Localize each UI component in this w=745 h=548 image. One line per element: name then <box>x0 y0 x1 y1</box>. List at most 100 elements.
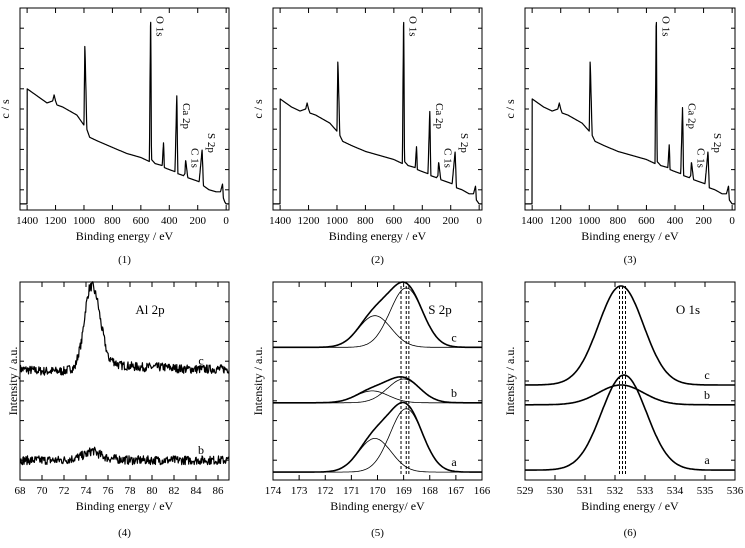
x-tick-label: 600 <box>133 215 150 227</box>
x-tick-label: 78 <box>125 485 137 497</box>
panel-caption: (4) <box>118 527 131 539</box>
y-axis-label: c / s <box>251 99 265 119</box>
x-tick-label: 170 <box>369 485 386 497</box>
x-tick-label: 529 <box>517 485 534 497</box>
y-axis-label: Intensity / a.u. <box>251 347 265 416</box>
y-axis-label: c / s <box>0 99 12 119</box>
y-axis-label: Intensity / a.u. <box>503 347 517 416</box>
series-line-a <box>525 374 735 471</box>
x-tick-label: 536 <box>727 485 744 497</box>
series-line-c <box>19 281 230 376</box>
x-tick-label: 166 <box>474 485 491 497</box>
series-line-spectrum <box>272 21 483 205</box>
x-tick-label: 800 <box>104 215 121 227</box>
chart-4: 68 70 72 74 76 78 80 82 84 86 Binding energy / eV I… <box>6 281 230 539</box>
peak-annotation: C 1s <box>442 148 454 168</box>
x-tick-label: 200 <box>695 215 712 227</box>
x-tick-label: 70 <box>37 485 49 497</box>
x-tick-label: 173 <box>291 485 308 497</box>
peak-annotation: C 1s <box>189 148 201 168</box>
x-tick-label: 167 <box>448 485 465 497</box>
x-tick-label: 168 <box>422 485 439 497</box>
series-line-c <box>525 285 735 386</box>
x-tick-label: 1400 <box>269 215 292 227</box>
plot-frame <box>19 7 230 211</box>
x-tick-label: 1200 <box>45 215 68 227</box>
x-tick-label: 800 <box>610 215 627 227</box>
series-label-c: c <box>451 330 456 344</box>
chart-1: 1400 1200 1000 800 600 400 200 0 Binding energy … <box>0 7 230 266</box>
x-tick-label: 800 <box>357 215 374 227</box>
peak-annotation: S 2p <box>711 133 723 153</box>
chart-5: 174 173 172 171 170 169 168 167 166 Binding energ… <box>251 281 491 539</box>
peak-annotation: Ca 2p <box>433 103 445 129</box>
x-tick-label: 400 <box>414 215 431 227</box>
series-label-b: b <box>451 386 457 400</box>
x-axis-label: Binding energy / eV <box>76 499 174 513</box>
x-tick-label: 0 <box>223 215 229 227</box>
series-line-b <box>273 376 482 404</box>
series-label-a: a <box>451 455 457 469</box>
peak-annotation: C 1s <box>694 148 706 168</box>
series-label-b: b <box>198 443 204 457</box>
x-axis-label: Binding energy/ eV <box>330 499 425 513</box>
peak-annotation: S 2p <box>205 133 217 153</box>
panel-caption: (2) <box>371 254 384 266</box>
x-tick-label: 0 <box>729 215 735 227</box>
series-line-spectrum <box>524 21 736 205</box>
x-tick-label: 1000 <box>578 215 601 227</box>
panel-caption: (6) <box>624 527 637 539</box>
series-line-c <box>273 281 482 349</box>
x-tick-label: 1400 <box>16 215 39 227</box>
panel-title: O 1s <box>676 302 700 317</box>
x-tick-label: 72 <box>59 485 70 497</box>
x-tick-label: 169 <box>395 485 412 497</box>
x-tick-label: 200 <box>189 215 206 227</box>
chart-3: 1400 1200 1000 800 600 400 200 0 Binding energy … <box>503 7 736 266</box>
y-axis-label: c / s <box>503 99 517 119</box>
peak-annotation: S 2p <box>458 133 470 153</box>
panel-caption: (3) <box>624 254 637 266</box>
x-tick-label: 172 <box>317 485 334 497</box>
x-tick-label: 174 <box>265 485 282 497</box>
series-label-c: c <box>198 353 203 367</box>
x-tick-label: 530 <box>547 485 564 497</box>
x-tick-label: 200 <box>442 215 459 227</box>
x-tick-label: 86 <box>213 485 225 497</box>
y-axis-label: Intensity / a.u. <box>6 347 20 416</box>
x-tick-label: 400 <box>161 215 178 227</box>
x-tick-label: 400 <box>667 215 684 227</box>
series-line-spectrum <box>19 21 230 205</box>
x-tick-label: 1000 <box>326 215 349 227</box>
chart-2: 1400 1200 1000 800 600 400 200 0 Binding energy … <box>251 7 483 266</box>
x-axis-label: Binding energy / eV <box>581 499 679 513</box>
x-tick-label: 74 <box>81 485 93 497</box>
peak-annotation: O 1s <box>154 16 166 36</box>
panel-title: S 2p <box>428 302 451 317</box>
x-tick-label: 532 <box>607 485 624 497</box>
x-axis-label: Binding energy / eV <box>76 229 174 243</box>
x-tick-label: 533 <box>637 485 654 497</box>
x-tick-label: 535 <box>697 485 714 497</box>
series-line-b <box>19 446 230 466</box>
x-axis-label: Binding energy / eV <box>581 229 679 243</box>
x-tick-label: 1400 <box>521 215 544 227</box>
x-tick-label: 1200 <box>550 215 573 227</box>
series-label-c: c <box>704 368 709 382</box>
x-tick-label: 68 <box>15 485 27 497</box>
series-line-b <box>525 384 735 406</box>
peak-annotation: O 1s <box>659 16 671 36</box>
peak-annotation: Ca 2p <box>180 103 192 129</box>
x-axis-label: Binding energy / eV <box>329 229 427 243</box>
panel-title: Al 2p <box>135 302 164 317</box>
peak-annotation: O 1s <box>407 16 419 36</box>
series-label-b: b <box>704 388 710 402</box>
x-tick-label: 76 <box>103 485 115 497</box>
panel-caption: (5) <box>371 527 384 539</box>
x-tick-label: 82 <box>169 485 180 497</box>
series-line-a <box>273 401 482 473</box>
x-tick-label: 1200 <box>298 215 321 227</box>
x-tick-label: 171 <box>343 485 360 497</box>
x-tick-label: 600 <box>386 215 403 227</box>
